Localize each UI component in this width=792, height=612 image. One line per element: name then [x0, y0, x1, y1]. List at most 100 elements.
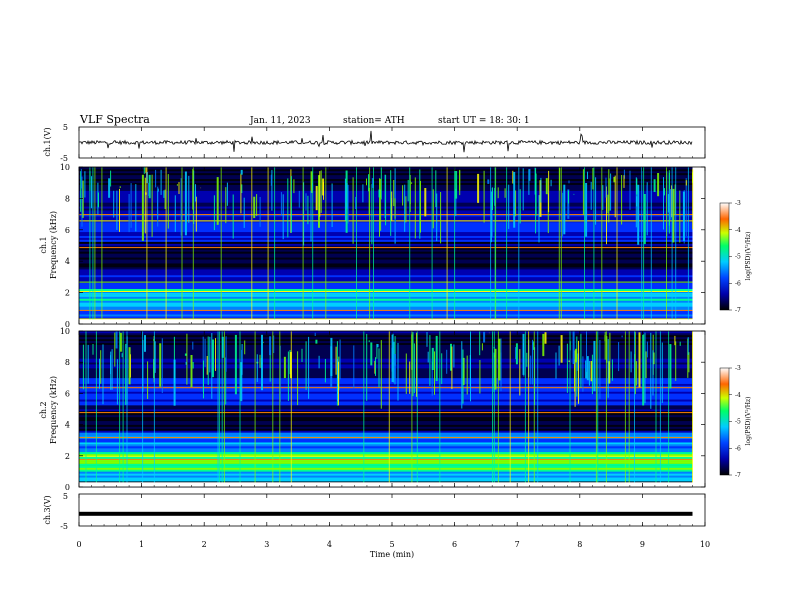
spec-sferic — [427, 351, 429, 363]
spec-full-sferic — [687, 167, 689, 324]
spec-band — [79, 344, 693, 347]
spec-sferic — [113, 190, 115, 218]
spec-band — [79, 395, 693, 398]
spec-band — [79, 453, 693, 457]
spec-sferic — [161, 338, 163, 393]
spec-sferic — [450, 343, 452, 371]
spec-sferic — [586, 356, 589, 381]
spec-sferic — [544, 332, 547, 344]
spec-full-sferic — [356, 167, 357, 324]
spec-band — [79, 481, 693, 484]
ch1-colorbar-label: log(PSD)(V²/Hz) — [745, 232, 752, 281]
spec-sferic — [550, 179, 552, 187]
spec-sferic — [568, 360, 570, 362]
spec-full-sferic — [126, 331, 128, 487]
start-time-label: start UT = 18: 30: 1 — [438, 116, 530, 126]
spec-sferic — [411, 182, 413, 184]
spec-full-sferic — [624, 331, 626, 487]
spec-sferic — [282, 194, 284, 240]
spec-full-sferic — [251, 167, 253, 324]
spec-band — [79, 418, 693, 422]
spec-ytick-label: 4 — [65, 257, 70, 266]
spec-sferic — [592, 168, 594, 190]
spec-sferic — [259, 354, 261, 368]
spec-band — [79, 276, 693, 280]
spec-sferic — [636, 178, 638, 195]
spec-sferic — [613, 176, 616, 183]
spec-sferic — [212, 339, 214, 378]
spec-band — [79, 366, 693, 369]
spec-sferic — [374, 360, 376, 374]
spec-sferic — [432, 189, 434, 229]
spec-sferic — [558, 345, 560, 366]
spec-sferic — [376, 343, 378, 359]
spec-tone-line — [79, 281, 693, 283]
spec-sferic — [461, 341, 463, 409]
spec-sferic — [522, 168, 524, 211]
spec-band — [79, 373, 693, 377]
spec-sferic — [650, 332, 652, 409]
spec-full-sferic — [217, 331, 219, 487]
ch1-ytick-bottom: -5 — [60, 154, 68, 163]
spec-sferic — [159, 343, 162, 387]
spec-full-sferic — [506, 167, 508, 324]
spec-sferic — [685, 178, 687, 237]
spec-band — [79, 448, 693, 451]
spec-sferic — [178, 182, 180, 194]
spec-sferic — [587, 171, 588, 179]
spec-sferic — [192, 362, 194, 369]
spec-sferic — [371, 178, 374, 188]
spec-sferic — [634, 331, 636, 395]
spec-band — [79, 438, 693, 441]
spec-sferic — [519, 349, 521, 396]
spec-ytick-label: 6 — [65, 226, 70, 235]
spec-full-sferic — [439, 331, 441, 487]
spec-sferic — [562, 192, 564, 237]
spec-sferic — [440, 192, 442, 244]
spec-sferic — [657, 173, 660, 197]
spec-band — [79, 405, 693, 408]
spec-sferic — [572, 331, 575, 365]
spec-sferic — [314, 332, 316, 336]
spec-sferic — [494, 348, 497, 390]
spec-sferic — [128, 194, 130, 233]
spec-sferic — [98, 192, 99, 208]
spec-sferic — [542, 333, 545, 357]
spec-sferic — [498, 338, 501, 381]
spec-full-sferic — [101, 167, 103, 324]
spec-sferic — [213, 195, 215, 231]
spec-full-sferic — [558, 167, 560, 324]
spec-full-sferic — [218, 331, 220, 487]
spec-sferic — [500, 352, 502, 392]
spec-band — [79, 389, 693, 392]
spec-band — [79, 233, 693, 236]
spec-full-sferic — [666, 167, 667, 324]
spec-band — [79, 271, 693, 274]
spec-band — [79, 377, 693, 381]
spec-band — [79, 354, 693, 357]
spec-sferic — [318, 175, 320, 228]
spec-band — [79, 278, 693, 282]
spec-band — [79, 407, 693, 410]
spec-sferic — [307, 195, 309, 225]
spec-sferic — [578, 340, 579, 404]
spec-sferic — [81, 180, 84, 218]
spec-sferic — [538, 195, 540, 243]
spec-tone-line — [79, 437, 693, 439]
spec-sferic — [290, 176, 292, 233]
spec-sferic — [119, 332, 122, 352]
spec-sferic — [164, 189, 166, 209]
spec-band — [79, 269, 693, 272]
spec-full-sferic — [528, 331, 530, 487]
colorbar-tick-label: -3 — [735, 365, 741, 372]
spec-sferic — [595, 177, 597, 225]
spec-full-sferic — [325, 167, 327, 324]
spec-sferic — [114, 332, 116, 367]
spec-sferic — [687, 338, 689, 378]
spec-sferic — [370, 342, 373, 366]
spec-sferic — [121, 353, 123, 358]
spec-band — [79, 249, 693, 252]
spec-sferic — [682, 191, 685, 241]
spec-sferic — [174, 195, 176, 232]
